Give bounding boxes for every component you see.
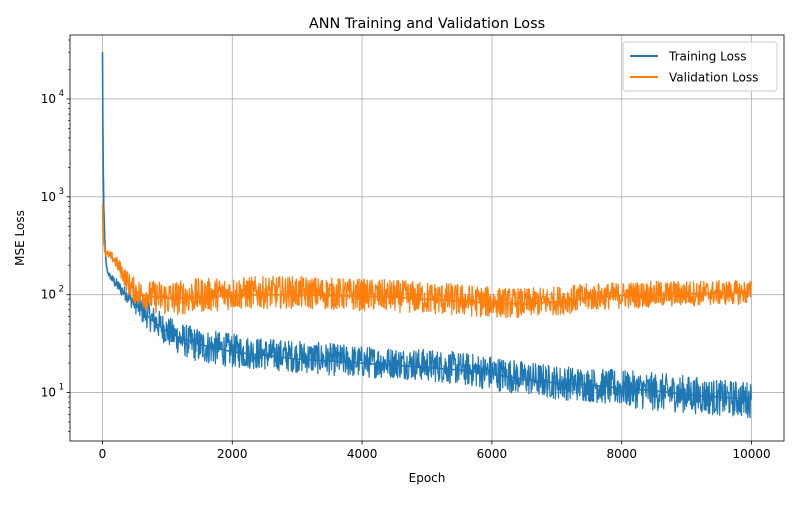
y-tick-label: 10 xyxy=(41,190,56,204)
y-tick-exponent: 4 xyxy=(59,89,64,99)
y-tick-label: 10 xyxy=(41,288,56,302)
y-tick-label: 10 xyxy=(41,386,56,400)
series-line-validation xyxy=(101,203,752,305)
legend-box xyxy=(622,41,778,92)
x-tick-label: 0 xyxy=(99,447,107,461)
y-axis-label: MSE Loss xyxy=(13,210,27,266)
x-tick-label: 4000 xyxy=(347,447,378,461)
y-tick-label: 10 xyxy=(41,92,56,106)
series-layer xyxy=(101,52,752,419)
legend-label-training: Training Loss xyxy=(668,50,746,64)
y-tick-exponent: 2 xyxy=(59,285,64,295)
x-tick-label: 6000 xyxy=(477,447,508,461)
legend-label-validation: Validation Loss xyxy=(669,71,758,85)
x-tick-label: 10000 xyxy=(732,447,770,461)
axes-frame xyxy=(69,34,785,442)
y-tick-exponent: 3 xyxy=(59,187,64,197)
x-axis-label: Epoch xyxy=(409,471,446,485)
y-tick-exponent: 1 xyxy=(59,383,64,393)
series-line-training xyxy=(101,52,752,401)
x-tick-label: 2000 xyxy=(217,447,248,461)
series-noise-validation xyxy=(101,203,752,319)
series-noise-training xyxy=(101,52,752,419)
legend: Training Loss Validation Loss xyxy=(622,41,778,92)
x-tick-label: 8000 xyxy=(606,447,637,461)
chart-title: ANN Training and Validation Loss xyxy=(309,16,545,32)
grid xyxy=(70,35,784,441)
